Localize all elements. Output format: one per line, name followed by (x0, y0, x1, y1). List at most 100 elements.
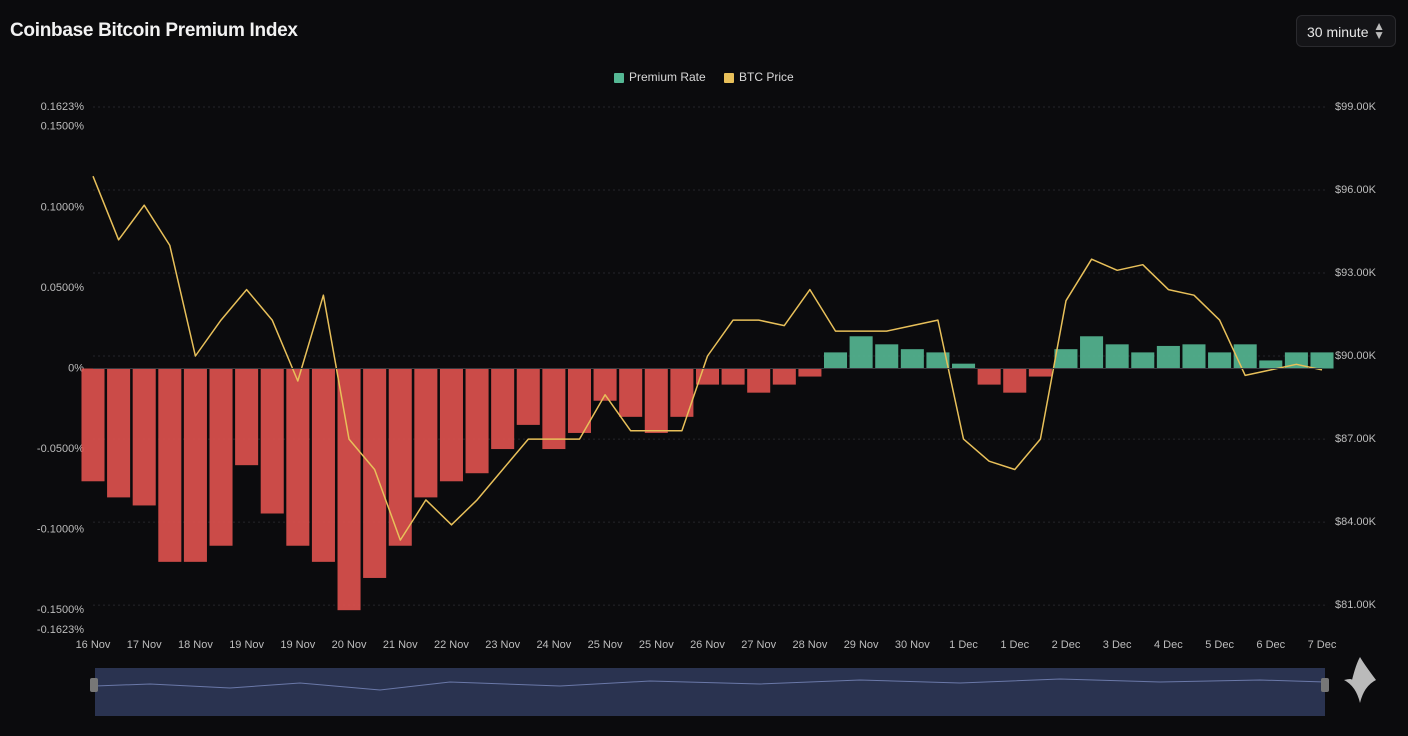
x-tick-label: 5 Dec (1205, 639, 1234, 651)
premium-bar (747, 368, 771, 393)
premium-bar (183, 368, 207, 562)
x-tick-label: 6 Dec (1256, 639, 1285, 651)
premium-bar (311, 368, 335, 562)
x-tick-label: 21 Nov (383, 639, 418, 651)
y-tick-label: 0% (68, 362, 84, 374)
premium-bar (900, 349, 924, 369)
premium-bar (388, 368, 412, 546)
legend: Premium Rate BTC Price (614, 70, 794, 84)
x-tick-label: 23 Nov (485, 639, 520, 651)
premium-bar (619, 368, 643, 417)
x-tick-label: 24 Nov (536, 639, 571, 651)
y2-tick-label: $90.00K (1335, 350, 1377, 362)
premium-bar (209, 368, 233, 546)
y-tick-label: 0.1500% (41, 121, 85, 133)
premium-bar (952, 363, 976, 369)
x-tick-label: 1 Dec (1000, 639, 1029, 651)
premium-bars (81, 336, 1334, 611)
x-tick-label: 30 Nov (895, 639, 930, 651)
premium-bar (439, 368, 463, 482)
premium-bar (567, 368, 592, 433)
navigator-handle[interactable] (90, 678, 98, 692)
y-tick-label: -0.1623% (37, 624, 84, 636)
y2-tick-label: $96.00K (1335, 184, 1377, 196)
x-tick-label: 25 Nov (588, 639, 623, 651)
x-tick-label: 2 Dec (1052, 639, 1081, 651)
premium-bar (670, 368, 694, 417)
interval-select[interactable]: 30 minute ▲ ▼ (1296, 15, 1396, 47)
x-tick-label: 27 Nov (741, 639, 776, 651)
premium-bar (363, 368, 387, 578)
premium-bar (1208, 352, 1232, 369)
x-tick-label: 19 Nov (280, 639, 315, 651)
premium-bar (1028, 368, 1052, 377)
premium-bar (644, 368, 668, 433)
premium-bar (465, 368, 489, 474)
x-tick-label: 16 Nov (76, 639, 111, 651)
chart-title: Coinbase Bitcoin Premium Index (10, 20, 298, 41)
premium-bar (235, 368, 259, 466)
premium-bar (823, 352, 848, 369)
premium-bar (132, 368, 156, 506)
premium-bar (158, 368, 182, 562)
y-tick-label: 0.1000% (41, 201, 85, 213)
premium-bar (286, 368, 310, 546)
premium-bar (593, 368, 617, 401)
y-tick-label: 0.1623% (41, 101, 85, 113)
legend-swatch[interactable] (724, 73, 734, 83)
x-tick-label: 22 Nov (434, 639, 469, 651)
y-tick-label: -0.1000% (37, 524, 84, 536)
premium-bar (516, 368, 540, 425)
premium-bar (849, 336, 873, 369)
premium-bar (1080, 336, 1104, 369)
legend-label[interactable]: BTC Price (739, 70, 794, 84)
premium-bar (1105, 344, 1129, 369)
sparkle-icon (1344, 657, 1376, 703)
legend-label[interactable]: Premium Rate (629, 70, 706, 84)
premium-bar (1054, 349, 1078, 369)
x-tick-label: 26 Nov (690, 639, 725, 651)
x-tick-label: 7 Dec (1308, 639, 1337, 651)
x-tick-label: 1 Dec (949, 639, 978, 651)
premium-bar (107, 368, 131, 498)
legend-swatch[interactable] (614, 73, 624, 83)
y2-tick-label: $87.00K (1335, 433, 1377, 445)
premium-bar (1003, 368, 1027, 393)
premium-bar (542, 368, 566, 450)
x-tick-label: 19 Nov (229, 639, 264, 651)
premium-bar (414, 368, 438, 498)
x-tick-label: 29 Nov (844, 639, 879, 651)
premium-bar (695, 368, 720, 385)
y2-tick-label: $84.00K (1335, 516, 1377, 528)
x-tick-label: 4 Dec (1154, 639, 1183, 651)
y2-tick-label: $93.00K (1335, 267, 1377, 279)
premium-bar (875, 344, 899, 369)
navigator-handle[interactable] (1321, 678, 1329, 692)
x-tick-label: 28 Nov (792, 639, 827, 651)
premium-bar (81, 368, 105, 482)
premium-bar (1259, 360, 1283, 369)
navigator[interactable] (90, 668, 1329, 716)
x-tick-label: 20 Nov (332, 639, 367, 651)
premium-bar (1284, 352, 1308, 369)
premium-bar (1310, 352, 1334, 369)
x-tick-label: 17 Nov (127, 639, 162, 651)
premium-bar (1156, 345, 1180, 369)
premium-bar (1182, 344, 1206, 369)
premium-bar (260, 368, 284, 514)
y2-tick-label: $99.00K (1335, 101, 1377, 113)
x-tick-label: 3 Dec (1103, 639, 1132, 651)
select-arrow[interactable]: ▲ ▼ (1373, 19, 1385, 42)
navigator-line (94, 678, 1326, 691)
interval-label[interactable]: 30 minute (1307, 24, 1369, 40)
premium-bar (772, 368, 796, 385)
premium-bar (337, 368, 361, 611)
y-tick-label: 0.0500% (41, 282, 85, 294)
premium-bar (1131, 352, 1155, 369)
navigator-window[interactable] (95, 668, 1325, 716)
premium-bar (798, 368, 822, 377)
premium-bar (491, 368, 515, 450)
premium-bar (977, 368, 1001, 385)
